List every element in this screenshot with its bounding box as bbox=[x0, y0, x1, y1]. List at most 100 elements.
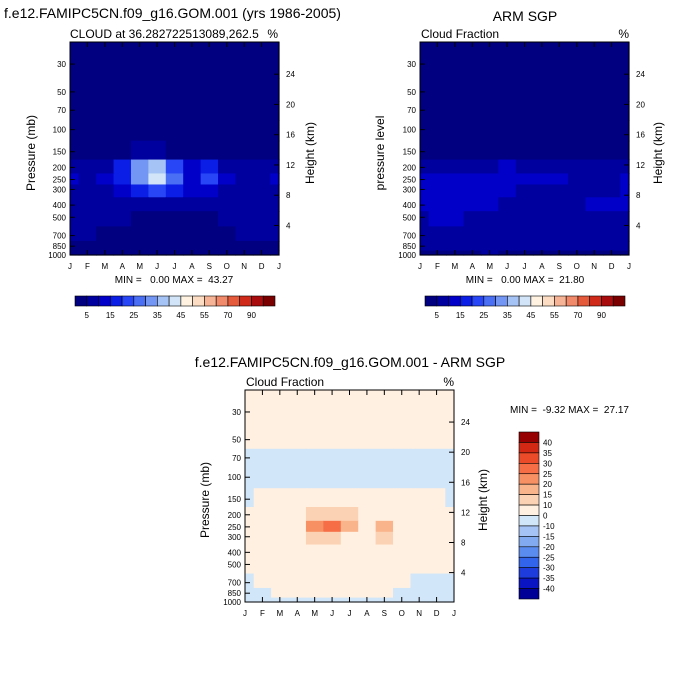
x-tick-label: J bbox=[348, 609, 352, 618]
y-tick-label: 850 bbox=[53, 242, 67, 251]
y2-tick-label: 16 bbox=[636, 131, 645, 140]
heatmap-cell bbox=[96, 140, 115, 161]
colorbar-box bbox=[459, 295, 473, 307]
heatmap-cell bbox=[253, 390, 272, 427]
heatmap-cell bbox=[480, 184, 499, 198]
y-tick-label: 700 bbox=[228, 579, 242, 588]
heatmap-cell bbox=[70, 101, 80, 121]
y-tick-label: 50 bbox=[57, 88, 66, 97]
heatmap-cell bbox=[253, 587, 272, 599]
heatmap-cell bbox=[305, 488, 324, 508]
heatmap-cell bbox=[568, 184, 587, 198]
colorbar-label: 15 bbox=[106, 311, 115, 320]
heatmap-cell bbox=[113, 240, 132, 252]
heatmap-cell bbox=[550, 184, 569, 198]
colorbar-box bbox=[86, 295, 99, 307]
y-tick-label: 400 bbox=[228, 548, 242, 557]
heatmap-cell bbox=[183, 77, 202, 102]
heatmap-cell bbox=[148, 197, 167, 212]
y-tick-label: 50 bbox=[407, 88, 416, 97]
heatmap-cell bbox=[602, 77, 621, 102]
heatmap-cell bbox=[585, 184, 604, 198]
panel-obs-ylabel: pressure level bbox=[373, 116, 387, 191]
heatmap-cell bbox=[245, 597, 255, 603]
heatmap-cell bbox=[446, 101, 465, 121]
heatmap-cell bbox=[498, 211, 517, 228]
heatmap-cell bbox=[420, 226, 430, 242]
panel-diff-stats: MIN = -9.32 MAX = 27.17 bbox=[510, 405, 629, 416]
x-tick-label: F bbox=[85, 262, 90, 271]
heatmap-cell bbox=[130, 184, 149, 198]
heatmap-cell bbox=[420, 211, 430, 228]
heatmap-cell bbox=[271, 467, 290, 489]
heatmap-cell bbox=[375, 506, 394, 522]
heatmap-cell bbox=[568, 42, 587, 79]
x-tick-label: J bbox=[418, 262, 422, 271]
heatmap-cell bbox=[428, 173, 447, 186]
colorbar-box bbox=[518, 577, 540, 589]
heatmap-cell bbox=[427, 558, 446, 575]
heatmap-cell bbox=[420, 184, 430, 198]
heatmap-cell bbox=[218, 140, 237, 161]
y2-tick-label: 12 bbox=[636, 161, 645, 170]
heatmap-cell bbox=[428, 140, 447, 161]
heatmap-cell bbox=[245, 488, 255, 508]
heatmap-cell bbox=[270, 173, 280, 186]
y2-tick-label: 8 bbox=[636, 191, 641, 200]
heatmap-cell bbox=[270, 240, 280, 252]
heatmap-cell bbox=[550, 226, 569, 242]
heatmap-cell bbox=[568, 140, 587, 161]
heatmap-cell bbox=[533, 226, 552, 242]
heatmap-cell bbox=[375, 448, 394, 469]
heatmap-cell bbox=[428, 101, 447, 121]
heatmap-cell bbox=[393, 573, 412, 589]
heatmap-cell bbox=[428, 226, 447, 242]
colorbar-label: -40 bbox=[543, 585, 555, 594]
heatmap-cell bbox=[200, 211, 219, 228]
heatmap-cell bbox=[602, 101, 621, 121]
heatmap-cell bbox=[375, 587, 394, 599]
heatmap-cell bbox=[252, 159, 271, 175]
colorbar-box bbox=[518, 463, 540, 475]
heatmap-cell bbox=[113, 140, 132, 161]
x-tick-label: N bbox=[591, 262, 597, 271]
heatmap-cell bbox=[340, 390, 359, 427]
heatmap-cell bbox=[427, 531, 446, 546]
heatmap-cell bbox=[420, 197, 430, 212]
heatmap-cell bbox=[427, 467, 446, 489]
heatmap-cell bbox=[235, 119, 254, 142]
colorbar-box bbox=[518, 567, 540, 579]
heatmap-cell bbox=[410, 587, 429, 599]
heatmap-cell bbox=[410, 520, 429, 533]
heatmap-cell bbox=[446, 173, 465, 186]
heatmap-cell bbox=[602, 211, 621, 228]
x-tick-label: J bbox=[173, 262, 177, 271]
heatmap-cell bbox=[96, 173, 115, 186]
heatmap-cell bbox=[96, 101, 115, 121]
heatmap-cell bbox=[358, 544, 377, 559]
y-tick-label: 150 bbox=[53, 148, 67, 157]
colorbar-box bbox=[518, 588, 540, 600]
heatmap-cell bbox=[533, 159, 552, 175]
heatmap-cell bbox=[550, 119, 569, 142]
heatmap-cell bbox=[218, 184, 237, 198]
heatmap-cell bbox=[480, 173, 499, 186]
y2-tick-label: 4 bbox=[636, 221, 641, 230]
colorbar-box bbox=[109, 295, 123, 307]
colorbar-box bbox=[518, 556, 540, 568]
heatmap-cell bbox=[533, 173, 552, 186]
heatmap-cell bbox=[218, 159, 237, 175]
heatmap-cell bbox=[271, 558, 290, 575]
heatmap-cell bbox=[252, 197, 271, 212]
heatmap-cell bbox=[515, 173, 534, 186]
heatmap-cell bbox=[393, 558, 412, 575]
panel-model-title: f.e12.FAMIPC5CN.f09_g16.GOM.001 (yrs 198… bbox=[4, 5, 341, 21]
heatmap-cell bbox=[78, 101, 97, 121]
colorbar-label: -10 bbox=[543, 522, 555, 531]
heatmap-cell bbox=[340, 448, 359, 469]
heatmap-cell bbox=[340, 573, 359, 589]
colorbar-label: 70 bbox=[573, 311, 582, 320]
heatmap-cell bbox=[463, 197, 482, 212]
heatmap-cell bbox=[235, 101, 254, 121]
heatmap-cell bbox=[463, 77, 482, 102]
